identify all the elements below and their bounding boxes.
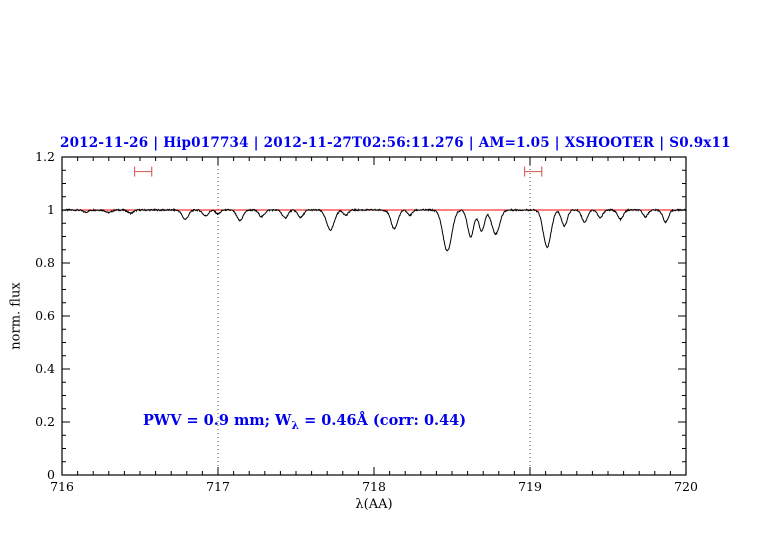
svg-text:716: 716 [50, 479, 74, 494]
svg-text:720: 720 [674, 479, 698, 494]
pwv-annotation: PWV = 0.9 mm; Wλ = 0.46Å (corr: 0.44) [143, 412, 466, 432]
svg-text:0.4: 0.4 [35, 361, 55, 376]
svg-text:0.2: 0.2 [35, 414, 55, 429]
svg-text:0.8: 0.8 [35, 255, 55, 270]
svg-text:719: 719 [518, 479, 542, 494]
x-axis-label: λ(AA) [355, 497, 393, 512]
pwv-annotation-pre: PWV = 0.9 mm; W [143, 412, 292, 429]
svg-text:1.2: 1.2 [35, 149, 55, 164]
pwv-annotation-post: = 0.46Å (corr: 0.44) [299, 412, 467, 429]
svg-text:1: 1 [47, 202, 55, 217]
svg-text:0: 0 [47, 467, 55, 482]
svg-text:0.6: 0.6 [35, 308, 55, 323]
svg-text:717: 717 [206, 479, 230, 494]
svg-text:718: 718 [362, 479, 386, 494]
plot-title: 2012-11-26 | Hip017734 | 2012-11-27T02:5… [60, 135, 731, 151]
pwv-annotation-sub: λ [291, 418, 300, 432]
